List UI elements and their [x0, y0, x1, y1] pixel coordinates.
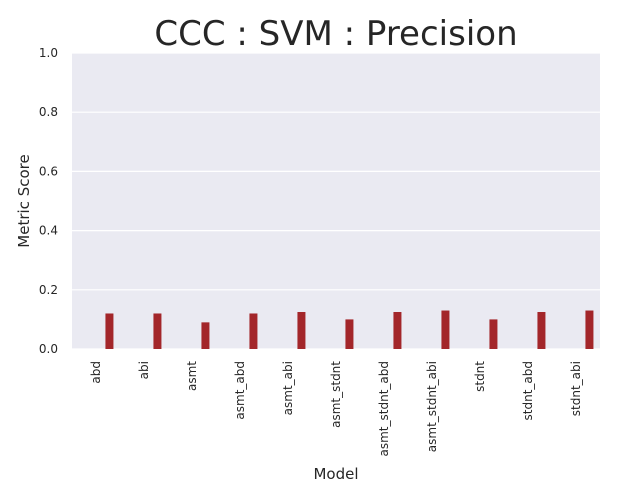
bar-stdnt-abd: [537, 312, 546, 349]
x-tick-labels: abd abi asmt asmt_abd asmt_abi asmt_stdnt asmt…: [89, 361, 583, 457]
gridlines: [72, 52, 600, 350]
bar-asmt-stdnt: [345, 319, 354, 349]
y-tick-label: 1.0: [39, 46, 58, 60]
y-tick-label: 0.8: [39, 105, 58, 119]
y-tick-labels: 0.0 0.2 0.4 0.6 0.8 1.0: [39, 46, 58, 356]
bar-asmt-abi: [297, 312, 306, 349]
x-tick-label: stdnt: [473, 361, 487, 392]
bar-asmt-abd: [249, 313, 258, 349]
plot-area: [72, 53, 600, 349]
x-tick-label: abd: [89, 361, 103, 384]
x-tick-label: asmt_stdnt_abd: [377, 361, 391, 456]
bars: [105, 310, 594, 349]
y-tick-label: 0.6: [39, 164, 58, 178]
bar-abi: [153, 313, 162, 349]
x-tick-label: asmt_stdnt_abi: [425, 361, 439, 452]
y-tick-label: 0.4: [39, 224, 58, 238]
x-tick-label: asmt_stdnt: [329, 361, 343, 428]
x-tick-label: abi: [137, 361, 151, 379]
x-tick-label: stdnt_abi: [569, 361, 583, 416]
chart-title: CCC : SVM : Precision: [154, 14, 517, 54]
y-tick-label: 0.2: [39, 283, 58, 297]
bar-stdnt: [489, 319, 498, 349]
bar-asmt-stdnt-abd: [393, 312, 402, 349]
x-axis-label: Model: [313, 465, 358, 483]
x-tick-label: asmt: [185, 361, 199, 391]
x-tick-label: stdnt_abd: [521, 361, 535, 420]
x-tick-label: asmt_abi: [281, 361, 295, 415]
bar-asmt: [201, 322, 210, 349]
bar-asmt-stdnt-abi: [441, 310, 450, 349]
x-tick-label: asmt_abd: [233, 361, 247, 420]
bar-stdnt-abi: [585, 310, 594, 349]
y-tick-label: 0.0: [39, 342, 58, 356]
y-axis-label: Metric Score: [15, 154, 33, 247]
bar-abd: [105, 313, 114, 349]
